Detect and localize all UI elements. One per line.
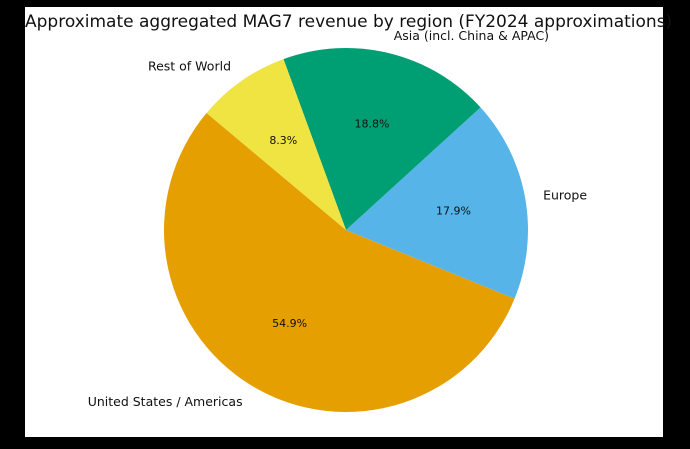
pie-slice-0 bbox=[163, 113, 515, 412]
chart-title: Approximate aggregated MAG7 revenue by r… bbox=[25, 12, 673, 32]
pie-slice-3 bbox=[206, 59, 346, 230]
slice-label-2: Asia (incl. China & APAC) bbox=[394, 28, 549, 43]
slice-label-3: Rest of World bbox=[148, 59, 231, 74]
pct-label-2: 18.8% bbox=[355, 117, 390, 130]
pct-label-3: 8.3% bbox=[269, 134, 297, 147]
pie-slice-1 bbox=[346, 107, 528, 299]
pie-slice-2 bbox=[283, 47, 481, 230]
slice-label-1: Europe bbox=[543, 187, 587, 202]
slice-label-0: United States / Americas bbox=[88, 394, 243, 409]
pct-label-0: 54.9% bbox=[272, 317, 307, 330]
pct-label-1: 17.9% bbox=[436, 204, 471, 217]
